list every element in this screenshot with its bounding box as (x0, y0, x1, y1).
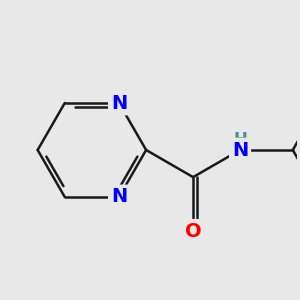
Text: N: N (232, 140, 248, 160)
Text: O: O (185, 222, 201, 241)
Text: N: N (111, 94, 127, 112)
Text: H: H (233, 131, 247, 149)
Text: N: N (111, 188, 127, 206)
